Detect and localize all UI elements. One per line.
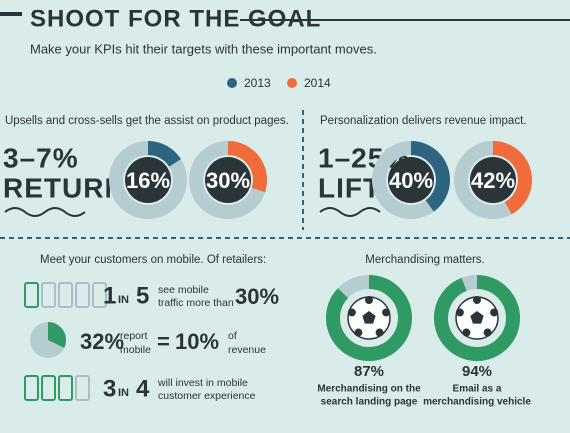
merch-value: 87% — [354, 363, 384, 380]
equals: = — [157, 329, 170, 354]
title: SHOOT FOR THE GOAL — [30, 5, 321, 32]
phone-icon — [41, 375, 56, 401]
ratio-word: IN — [118, 294, 129, 306]
stat-text: see mobile — [158, 284, 209, 296]
ball-patch — [354, 328, 363, 337]
donut-center — [388, 157, 434, 203]
wave — [319, 207, 381, 217]
stat-text: will invest in mobile — [157, 377, 248, 389]
result: 3–7% — [3, 142, 79, 173]
ratio: 4 — [136, 375, 150, 402]
phone-icon — [92, 282, 107, 308]
legend-swatch — [287, 78, 297, 88]
donut-label: 16% — [126, 168, 170, 193]
donut-arc — [372, 141, 450, 219]
stat-text: of — [228, 330, 237, 342]
phone-icon — [58, 375, 73, 401]
donut-arc — [109, 141, 187, 219]
legend-label: 2013 — [244, 76, 271, 90]
donut-label: 40% — [389, 168, 433, 193]
ratio-word: IN — [118, 387, 129, 399]
ball-patch — [483, 328, 492, 337]
title-bar — [0, 12, 22, 16]
wave — [4, 207, 86, 217]
merch-caption: search landing page — [321, 397, 418, 408]
stat-text: traffic more than — [158, 297, 234, 309]
phone-icon — [24, 375, 39, 401]
phone-icon — [75, 375, 90, 401]
legend-swatch — [227, 78, 237, 88]
section-heading: Meet your customers on mobile. Of retail… — [40, 254, 266, 266]
donut-arc — [189, 141, 267, 219]
ball-patch — [375, 328, 384, 337]
donut-label: 42% — [471, 168, 515, 193]
stat-value: 10% — [175, 329, 219, 354]
donut-center — [125, 157, 171, 203]
section-heading: Upsells and cross-sells get the assist o… — [5, 115, 289, 127]
ball-patch — [490, 308, 499, 317]
ball-patch — [470, 311, 484, 324]
result: RETURN — [3, 172, 126, 203]
ratio: 5 — [136, 282, 149, 309]
stat-text: revenue — [228, 344, 266, 356]
section-heading: Personalization delivers revenue impact. — [320, 115, 526, 127]
stat-text: mobile — [120, 344, 151, 356]
ball-patch — [382, 308, 391, 317]
phone-icon — [41, 282, 56, 308]
donut-arc — [454, 141, 532, 219]
stat-value: 32% — [80, 329, 124, 354]
legend-label: 2014 — [304, 76, 331, 90]
donut-arc — [326, 275, 412, 361]
ball-patch — [462, 328, 471, 337]
merch-caption: merchandising vehicle — [423, 397, 531, 408]
subtitle: Make your KPIs hit their targets with th… — [30, 41, 377, 56]
merch-caption: Email as a — [453, 384, 502, 395]
donut-center — [470, 157, 516, 203]
ball-patch — [347, 308, 356, 317]
phone-icon — [58, 282, 73, 308]
donut-arc — [434, 275, 520, 361]
donut-center — [205, 157, 251, 203]
ratio: 3 — [103, 375, 116, 402]
merch-caption: Merchandising on the — [317, 384, 421, 395]
stat-text: customer experience — [158, 390, 256, 402]
ratio: 1 — [103, 282, 116, 309]
stat-text: report — [120, 330, 148, 342]
phone-icon — [75, 282, 90, 308]
result: LIFT — [318, 172, 381, 203]
phone-icon — [24, 282, 39, 308]
pie-slice — [30, 322, 66, 358]
ball-patch — [365, 296, 373, 304]
donut-label: 30% — [206, 168, 250, 193]
merch-value: 94% — [462, 363, 492, 380]
stat-value: 30% — [235, 284, 279, 309]
ball-patch — [473, 296, 481, 304]
section-heading: Merchandising matters. — [365, 254, 485, 266]
ball-patch — [455, 308, 464, 317]
ball-patch — [362, 311, 376, 324]
